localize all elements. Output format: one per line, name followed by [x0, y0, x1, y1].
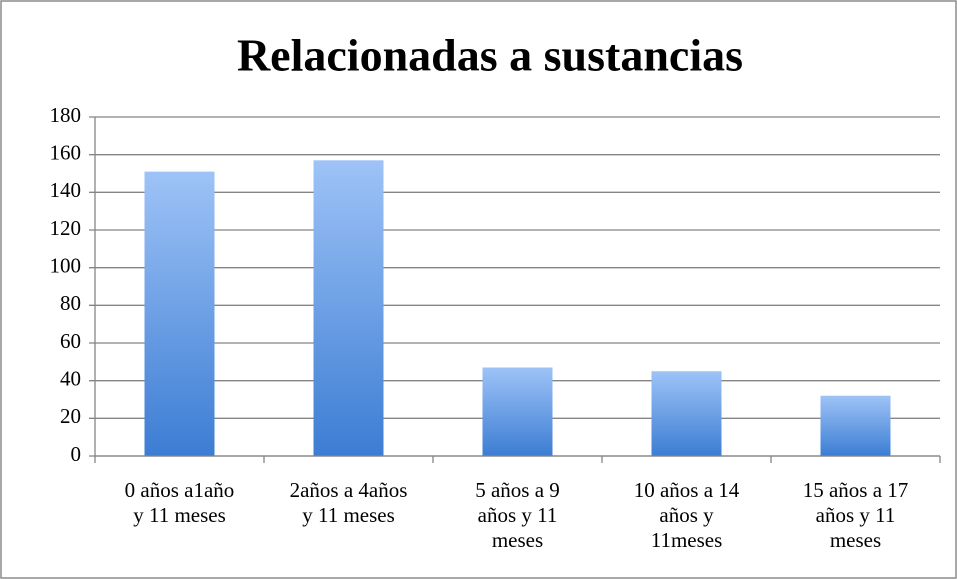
x-tick-label: 2años a 4años y 11 meses: [289, 478, 408, 527]
y-tick-label: 80: [60, 291, 81, 315]
y-tick-label: 0: [71, 442, 82, 466]
y-tick-label: 120: [50, 216, 82, 240]
y-tick-label: 60: [60, 329, 81, 353]
bar: [482, 367, 553, 456]
chart-title: Relacionadas a sustancias: [237, 30, 743, 81]
y-tick-label: 40: [60, 366, 81, 390]
y-tick-label: 140: [50, 178, 82, 202]
bar: [651, 371, 722, 456]
y-tick-label: 20: [60, 404, 81, 428]
y-tick-label: 180: [50, 103, 82, 127]
x-tick-label: 0 años a1año y 11 meses: [124, 478, 235, 527]
x-tick-label: 5 años a 9 años y 11 meses: [475, 478, 560, 552]
bar: [820, 395, 891, 456]
bar: [313, 160, 384, 457]
y-tick-label: 160: [50, 140, 82, 164]
x-tick-label: 10 años a 14 años y 11meses: [633, 478, 740, 552]
bar: [144, 171, 215, 456]
y-tick-label: 100: [50, 253, 82, 277]
x-tick-label: 15 años a 17 años y 11 meses: [802, 478, 909, 552]
